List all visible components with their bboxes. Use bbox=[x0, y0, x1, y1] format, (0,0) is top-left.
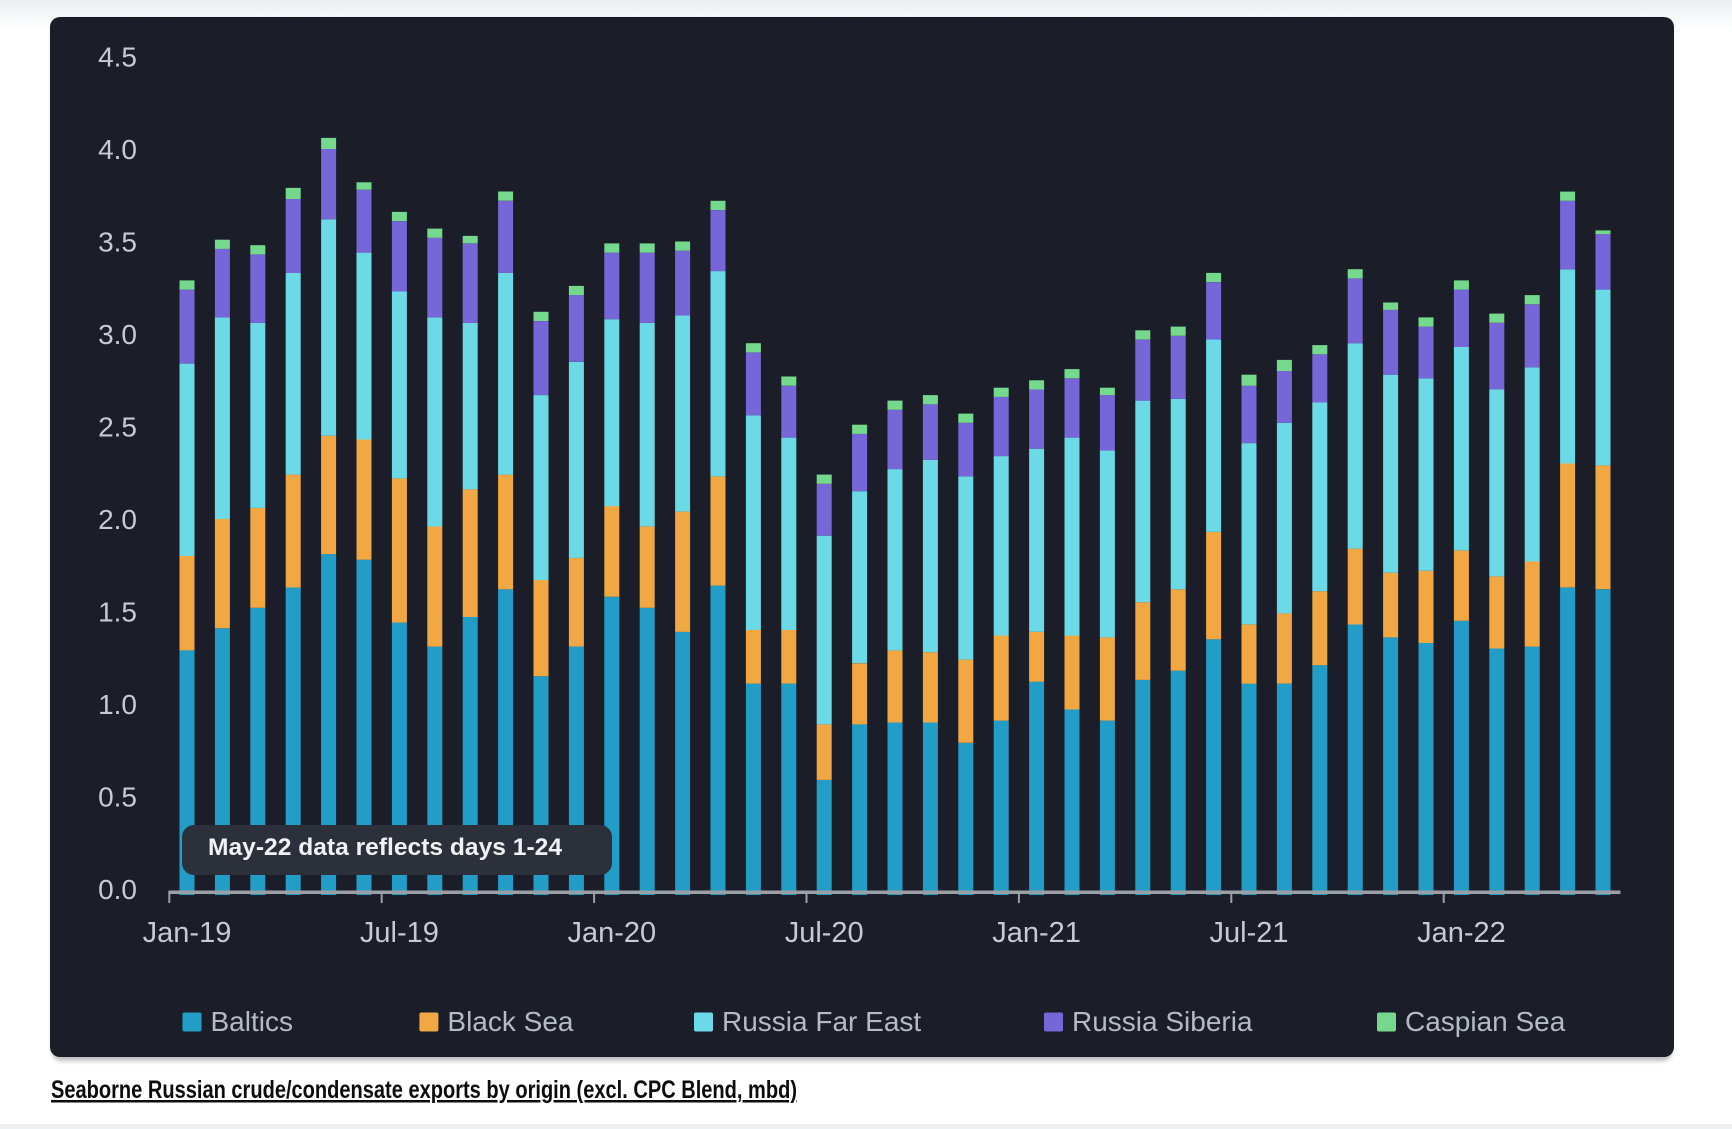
svg-text:0.0: 0.0 bbox=[98, 874, 137, 905]
svg-text:1.0: 1.0 bbox=[98, 689, 137, 720]
svg-text:3.5: 3.5 bbox=[98, 227, 137, 258]
svg-text:Jul-21: Jul-21 bbox=[1210, 917, 1289, 949]
svg-text:Russia Siberia: Russia Siberia bbox=[1072, 1006, 1253, 1037]
svg-text:2.5: 2.5 bbox=[98, 412, 137, 443]
svg-text:2.0: 2.0 bbox=[98, 504, 137, 535]
svg-text:Baltics: Baltics bbox=[211, 1006, 293, 1037]
svg-text:Caspian Sea: Caspian Sea bbox=[1405, 1006, 1566, 1037]
svg-text:Black Sea: Black Sea bbox=[447, 1006, 573, 1037]
svg-text:Jan-21: Jan-21 bbox=[992, 917, 1081, 949]
svg-text:Russia Far East: Russia Far East bbox=[722, 1006, 921, 1037]
svg-text:May-22 data reflects days 1-24: May-22 data reflects days 1-24 bbox=[208, 834, 563, 861]
svg-text:Jul-20: Jul-20 bbox=[785, 917, 864, 949]
svg-text:Seaborne Russian crude/condens: Seaborne Russian crude/condensate export… bbox=[51, 1076, 797, 1104]
svg-text:1.5: 1.5 bbox=[98, 597, 137, 628]
svg-text:Jan-22: Jan-22 bbox=[1417, 917, 1506, 949]
svg-text:Jul-19: Jul-19 bbox=[360, 917, 439, 949]
svg-text:3.0: 3.0 bbox=[98, 319, 137, 350]
svg-text:Jan-19: Jan-19 bbox=[143, 917, 232, 949]
svg-text:Jan-20: Jan-20 bbox=[567, 917, 656, 949]
svg-text:4.5: 4.5 bbox=[98, 42, 137, 73]
svg-text:0.5: 0.5 bbox=[98, 782, 137, 813]
svg-text:4.0: 4.0 bbox=[98, 134, 137, 165]
